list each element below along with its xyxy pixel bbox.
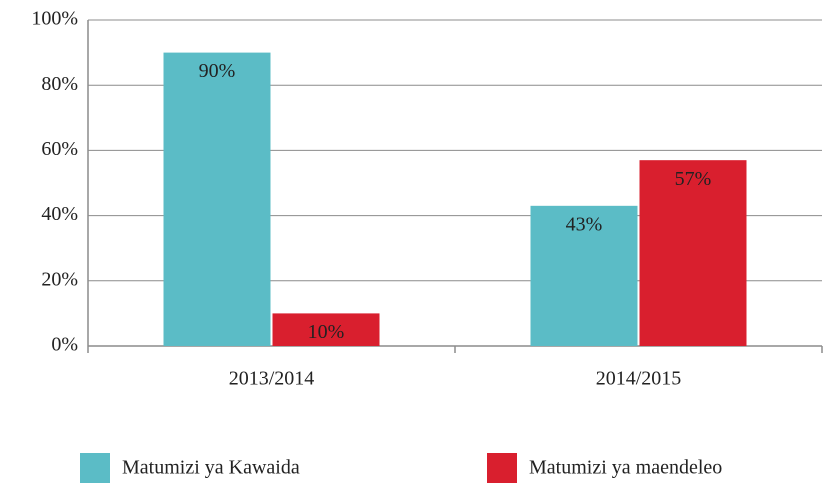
bar: [163, 52, 271, 346]
data-label: 90%: [199, 60, 236, 82]
legend-swatch: [487, 453, 517, 483]
x-tick-label: 2013/2014: [229, 368, 315, 390]
x-tick-label: 2014/2015: [596, 368, 682, 390]
y-tick-label: 40%: [41, 203, 78, 225]
bar: [530, 205, 638, 346]
data-label: 43%: [566, 213, 603, 235]
legend-swatch: [80, 453, 110, 483]
data-label: 57%: [675, 168, 712, 190]
y-tick-label: 20%: [41, 268, 78, 290]
y-tick-label: 0%: [51, 334, 78, 356]
y-tick-label: 100%: [31, 8, 78, 30]
y-tick-label: 60%: [41, 138, 78, 160]
y-tick-label: 80%: [41, 73, 78, 95]
legend-label: Matumizi ya Kawaida: [122, 457, 300, 479]
data-label: 10%: [308, 321, 345, 343]
bar: [272, 313, 380, 346]
legend-label: Matumizi ya maendeleo: [529, 457, 722, 479]
bar: [639, 160, 747, 346]
